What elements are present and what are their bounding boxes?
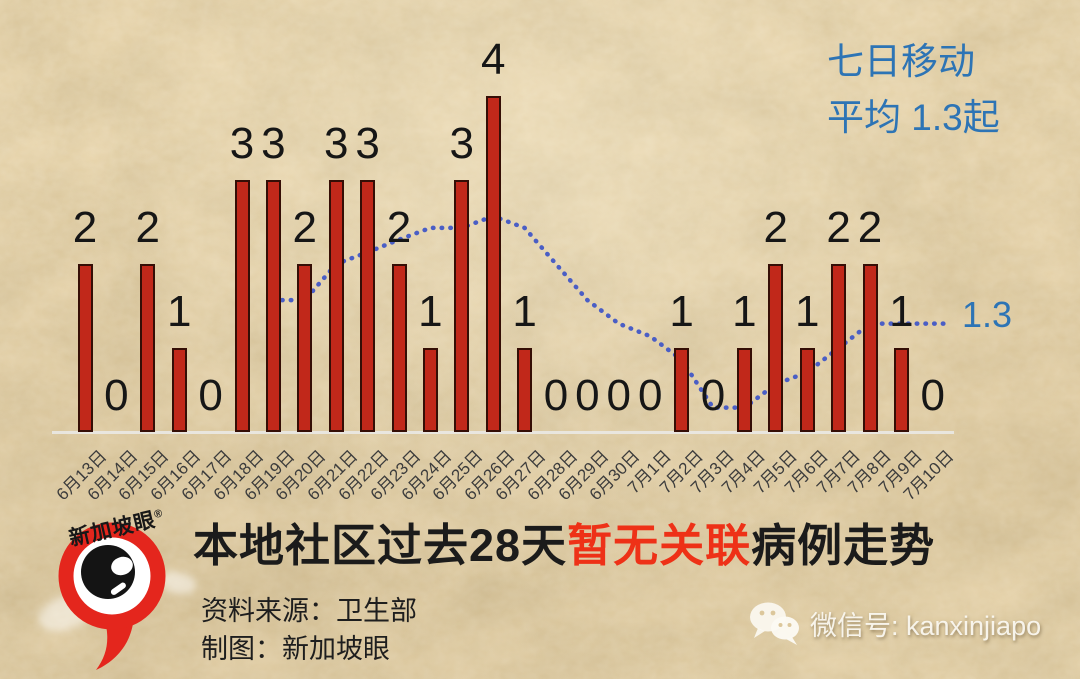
- bar: [485, 96, 501, 432]
- moving-average-legend: 七日移动 平均 1.3起: [827, 34, 1000, 145]
- title-prefix: 本地社区过去28天: [193, 520, 568, 571]
- bar: [893, 348, 909, 432]
- chart-title: 本地社区过去28天暂无关联病例走势: [193, 509, 935, 574]
- bar: [140, 264, 156, 432]
- bar: [171, 348, 187, 432]
- moving-average-end-value: 1.3: [962, 294, 1013, 335]
- logo-eye-highlight: [111, 556, 133, 576]
- bar: [768, 264, 784, 432]
- data-source-line: 资料来源：卫生部: [201, 596, 417, 626]
- legend-line-1: 七日移动: [827, 41, 975, 82]
- chart-credit-line: 制图：新加坡眼: [201, 634, 390, 664]
- bar: [422, 348, 438, 432]
- bar: [391, 264, 407, 432]
- value-label: 1: [732, 287, 757, 336]
- value-label: 2: [763, 203, 789, 252]
- wechat-id-label: 微信号: kanxinjiapo: [810, 610, 1042, 641]
- value-label: 1: [794, 287, 820, 336]
- bar: [77, 264, 93, 432]
- value-label: 3: [449, 119, 475, 168]
- title-suffix: 病例走势: [751, 520, 936, 571]
- value-label: 0: [104, 371, 129, 420]
- value-label: 1: [889, 287, 914, 336]
- bar: [862, 264, 878, 432]
- bar: [297, 264, 313, 432]
- value-label: 2: [826, 203, 851, 252]
- wechat-icon: [750, 602, 799, 645]
- bar: [674, 348, 690, 432]
- value-label: 3: [261, 119, 286, 168]
- value-label: 1: [512, 287, 537, 336]
- value-label: 1: [669, 287, 694, 336]
- value-label: 1: [418, 287, 443, 336]
- value-label: 2: [292, 203, 318, 252]
- value-label: 0: [700, 371, 726, 420]
- bar: [265, 180, 281, 432]
- bar: [799, 348, 815, 432]
- value-label: 1: [166, 287, 192, 336]
- bar: [234, 180, 250, 432]
- legend-line-2: 平均 1.3起: [827, 96, 1000, 138]
- value-label: 2: [135, 203, 161, 252]
- bar: [360, 180, 376, 432]
- bar: [831, 264, 847, 432]
- value-label: 0: [543, 371, 569, 420]
- value-label: 3: [355, 119, 380, 168]
- bar: [454, 180, 470, 432]
- value-label: 3: [323, 119, 349, 168]
- value-label: 0: [575, 371, 600, 420]
- value-label: 0: [198, 371, 223, 420]
- bar: [328, 180, 344, 432]
- value-label: 0: [920, 371, 946, 420]
- logo-eye-glint: [110, 582, 126, 595]
- value-label: 2: [72, 203, 98, 252]
- value-label: 0: [606, 371, 632, 420]
- value-label: 3: [229, 119, 255, 168]
- singapore-eye-logo: [58, 522, 166, 670]
- title-highlight: 暂无关联: [567, 520, 752, 571]
- x-axis-line: [52, 431, 954, 434]
- bar: [517, 348, 533, 432]
- value-label: 4: [480, 35, 506, 84]
- value-label: 0: [637, 371, 663, 420]
- wechat-credit: 微信号: kanxinjiapo: [748, 600, 1041, 646]
- bar: [736, 348, 752, 432]
- value-label: 2: [386, 203, 412, 252]
- value-label: 2: [857, 203, 883, 252]
